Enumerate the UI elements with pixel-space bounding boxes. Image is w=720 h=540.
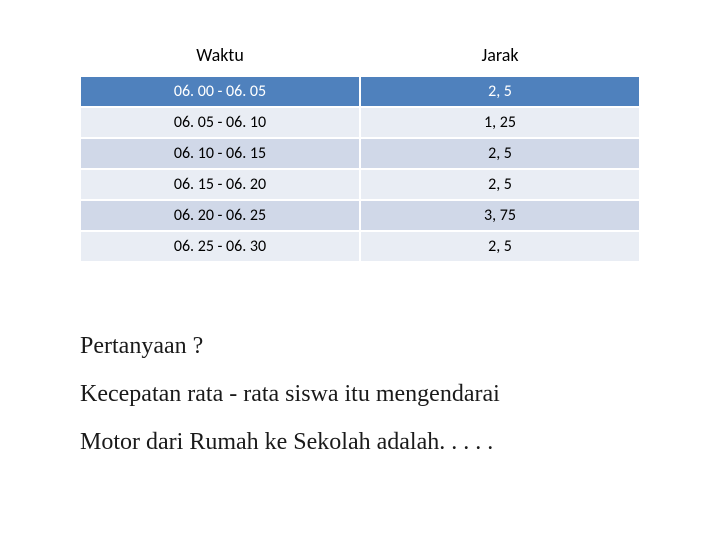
col-header-jarak: Jarak: [360, 40, 640, 70]
question-line-3: Motor dari Rumah ke Sekolah adalah. . . …: [80, 418, 640, 466]
table-cell: 06. 00 - 06. 05: [81, 77, 361, 106]
table-header-row: Waktu Jarak: [80, 40, 640, 70]
table-cell: 06. 05 - 06. 10: [81, 108, 361, 137]
table-row: 06. 05 - 06. 101, 25: [80, 107, 640, 138]
table-cell: 2, 5: [361, 170, 639, 199]
table-row: 06. 15 - 06. 202, 5: [80, 169, 640, 200]
question-block: Pertanyaan ? Kecepatan rata - rata siswa…: [80, 322, 640, 466]
question-line-1: Pertanyaan ?: [80, 322, 640, 370]
table-row: 06. 20 - 06. 253, 75: [80, 200, 640, 231]
table-row: 06. 00 - 06. 052, 5: [80, 76, 640, 107]
table-cell: 2, 5: [361, 77, 639, 106]
table-row: 06. 10 - 06. 152, 5: [80, 138, 640, 169]
table-body: 06. 00 - 06. 052, 506. 05 - 06. 101, 250…: [80, 76, 640, 262]
table-cell: 06. 15 - 06. 20: [81, 170, 361, 199]
table-cell: 2, 5: [361, 139, 639, 168]
table-cell: 06. 10 - 06. 15: [81, 139, 361, 168]
table-cell: 3, 75: [361, 201, 639, 230]
table-row: 06. 25 - 06. 302, 5: [80, 231, 640, 262]
table-cell: 06. 20 - 06. 25: [81, 201, 361, 230]
question-line-2: Kecepatan rata - rata siswa itu mengenda…: [80, 370, 640, 418]
col-header-waktu: Waktu: [80, 40, 360, 70]
table-cell: 2, 5: [361, 232, 639, 261]
table-cell: 06. 25 - 06. 30: [81, 232, 361, 261]
table-cell: 1, 25: [361, 108, 639, 137]
data-table: Waktu Jarak 06. 00 - 06. 052, 506. 05 - …: [80, 40, 640, 262]
